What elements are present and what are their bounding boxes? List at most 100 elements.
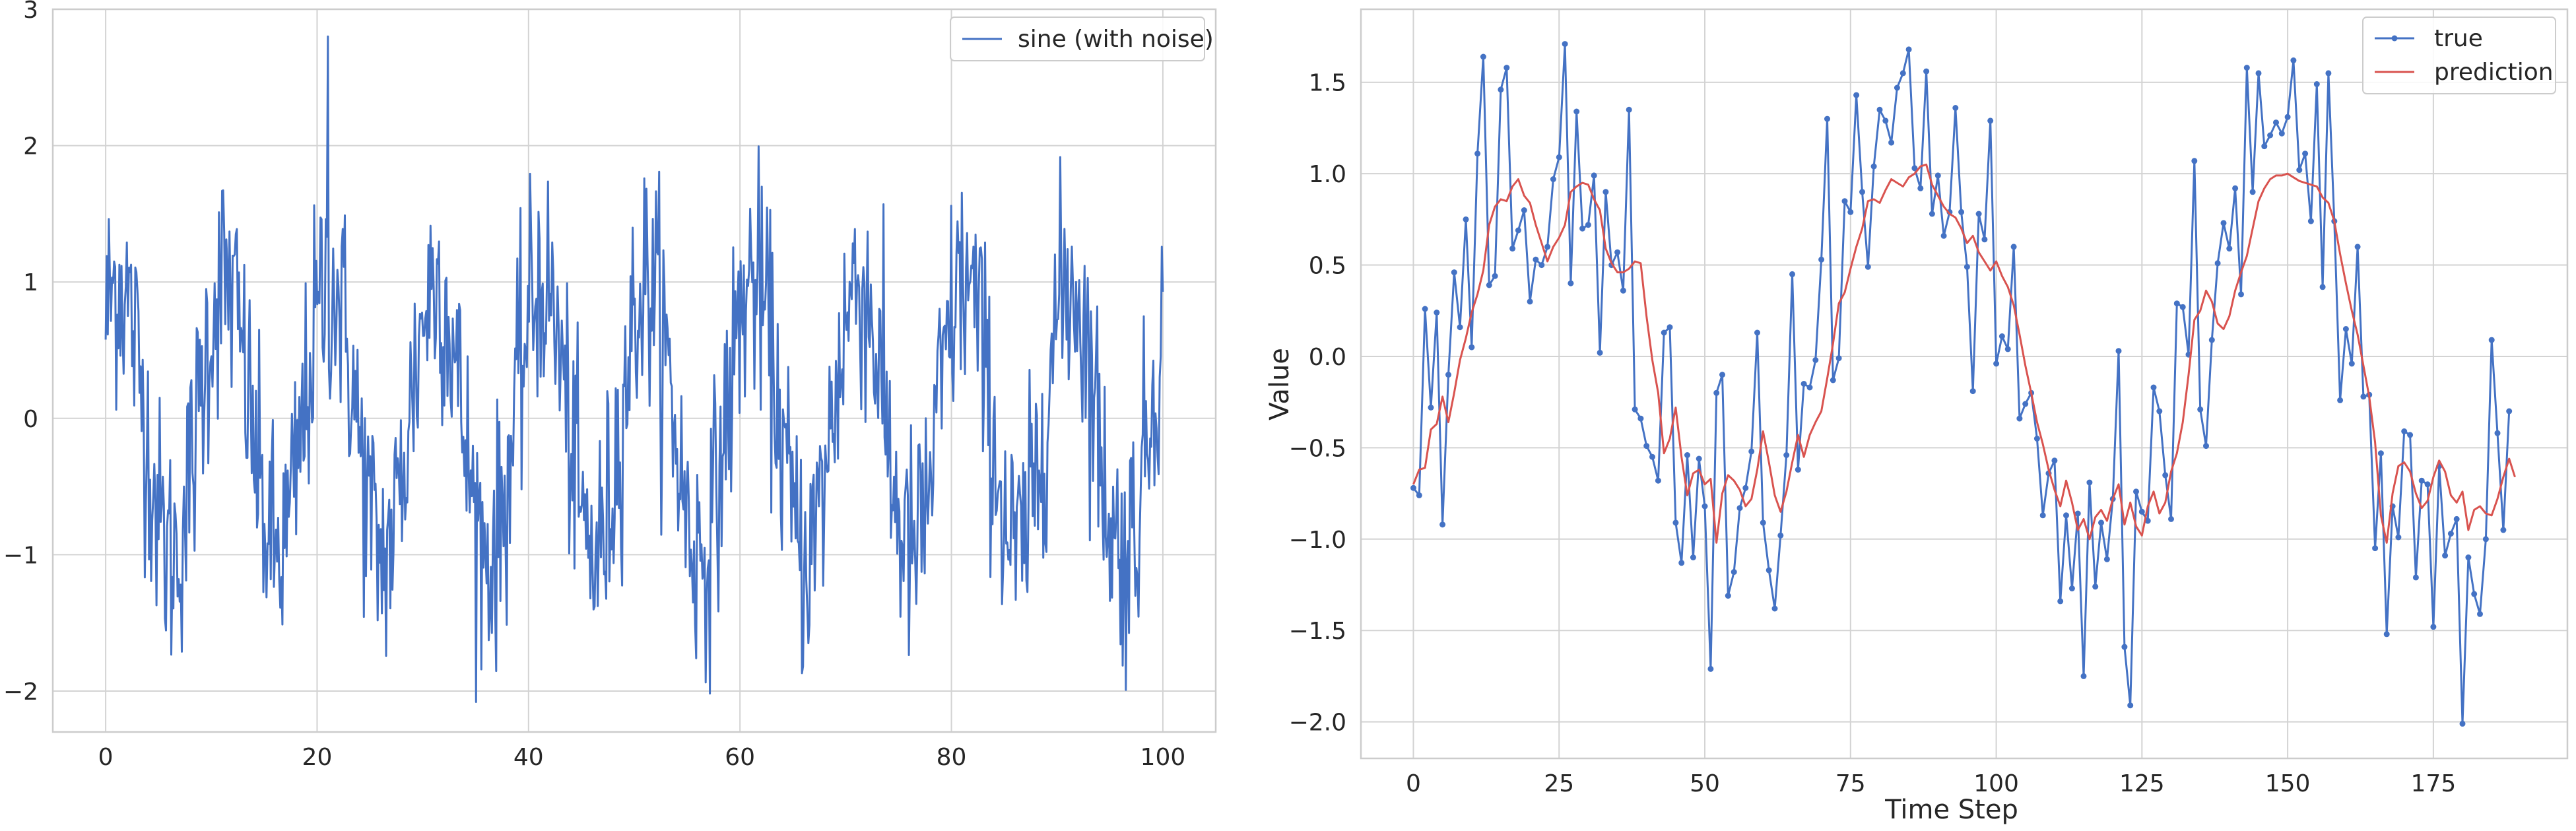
true-series-point bbox=[1649, 453, 1655, 460]
true-series-point bbox=[1713, 389, 1720, 396]
true-series-point bbox=[1428, 405, 1434, 411]
true-series-point bbox=[2471, 591, 2478, 597]
true-series-point bbox=[1556, 154, 1562, 160]
true-series-point bbox=[1486, 282, 1492, 288]
true-series-point bbox=[2494, 430, 2501, 436]
right-x-tick-label: 0 bbox=[1406, 770, 1421, 797]
left-plot-frame bbox=[51, 8, 1217, 733]
true-series-point bbox=[1748, 448, 1755, 455]
true-series-point bbox=[1882, 117, 1889, 124]
true-series-point bbox=[2348, 360, 2355, 367]
true-series-point bbox=[2290, 57, 2297, 63]
true-series-point bbox=[2267, 132, 2274, 139]
right-legend-box bbox=[2362, 17, 2556, 94]
left-y-tick-label: 1 bbox=[23, 269, 38, 296]
true-series-point bbox=[2383, 631, 2390, 638]
true-series-point bbox=[1672, 519, 1679, 526]
true-series-point bbox=[2313, 81, 2320, 87]
true-series-point bbox=[1917, 185, 1924, 191]
true-series-point bbox=[1416, 492, 1422, 498]
true-series-point bbox=[2016, 415, 2023, 422]
true-series-point bbox=[1987, 117, 1994, 124]
true-series-point bbox=[1667, 324, 1673, 331]
true-series-point bbox=[1410, 484, 1416, 491]
true-series-point bbox=[1923, 68, 1930, 75]
left-y-tick-label: 2 bbox=[23, 133, 38, 160]
true-series-point bbox=[2453, 515, 2460, 522]
true-series-point bbox=[1521, 207, 1527, 213]
true-series-point bbox=[2354, 244, 2361, 250]
true-series-point bbox=[1975, 211, 1982, 217]
true-series-point bbox=[1934, 172, 1941, 179]
true-series-point bbox=[2039, 512, 2046, 519]
true-series-point bbox=[2127, 702, 2134, 709]
true-series-point bbox=[2057, 598, 2064, 605]
left-x-tick-label: 0 bbox=[98, 744, 114, 771]
true-series-point bbox=[1981, 236, 1988, 243]
true-series-point bbox=[2273, 119, 2279, 126]
true-series-point bbox=[1865, 263, 1871, 270]
true-series-point bbox=[2051, 457, 2058, 464]
true-series-point bbox=[1562, 41, 1568, 48]
true-series-point bbox=[2243, 65, 2250, 71]
true-series-point bbox=[1783, 452, 1790, 458]
true-series-point bbox=[2255, 70, 2262, 77]
right-y-tick-label: 0.0 bbox=[1309, 344, 1346, 371]
true-series-point bbox=[2302, 150, 2309, 157]
true-series-point bbox=[1457, 324, 1463, 331]
true-series-point bbox=[2092, 583, 2099, 590]
true-series-point bbox=[1445, 372, 1451, 378]
true-series-point bbox=[2103, 556, 2110, 562]
true-series-point bbox=[1538, 262, 1545, 269]
true-series-point bbox=[2407, 432, 2414, 438]
true-series-point bbox=[1643, 443, 1650, 449]
left-legend-label: sine (with noise) bbox=[1018, 26, 1214, 53]
true-series-point bbox=[1544, 244, 1551, 250]
true-series-point bbox=[2442, 552, 2449, 559]
true-series-point bbox=[1620, 287, 1626, 294]
true-series-point bbox=[1911, 165, 1918, 172]
right-y-tick-label: −0.5 bbox=[1289, 435, 1346, 462]
true-series-point bbox=[2465, 554, 2472, 560]
true-series-point bbox=[1876, 106, 1883, 113]
left-x-tick-label: 40 bbox=[513, 744, 544, 771]
true-series-point bbox=[1824, 116, 1830, 122]
true-series-point bbox=[1731, 569, 1737, 576]
right-x-tick-label: 25 bbox=[1544, 770, 1574, 797]
true-series-point bbox=[1503, 65, 1510, 71]
true-series-point bbox=[2214, 260, 2221, 267]
true-series-point bbox=[2459, 720, 2466, 727]
left-y-tick-label: 3 bbox=[23, 0, 38, 24]
right-x-tick-label: 175 bbox=[2411, 770, 2457, 797]
true-series-point bbox=[1888, 139, 1895, 146]
true-series-point bbox=[1993, 360, 2000, 367]
left-legend: sine (with noise) bbox=[950, 17, 1214, 61]
right-tick-labels: 0 25 50 75 100 125 150 175 −2.0 −1.5 −1.0 −0.5 0.0 0.… bbox=[1289, 70, 2457, 797]
true-series-point bbox=[1480, 53, 1486, 60]
true-series-point bbox=[2360, 393, 2367, 400]
left-tick-labels: 0 20 40 60 80 100 −2 −1 0 1 2 3 bbox=[3, 0, 1185, 771]
true-series-point bbox=[2238, 291, 2244, 298]
true-series-point bbox=[1719, 372, 1725, 378]
true-series-point bbox=[2401, 428, 2408, 434]
left-series-line bbox=[104, 35, 1164, 703]
true-series-point bbox=[1661, 329, 1667, 336]
true-series-point bbox=[2208, 337, 2215, 343]
true-series-point bbox=[2197, 406, 2204, 413]
true-series-point bbox=[2133, 488, 2139, 495]
true-series-point bbox=[2307, 218, 2314, 224]
true-series-point bbox=[2424, 481, 2431, 488]
true-series-point bbox=[2121, 644, 2128, 650]
left-x-tick-label: 20 bbox=[302, 744, 333, 771]
true-series-point bbox=[1894, 84, 1900, 91]
true-series-point bbox=[1463, 216, 1469, 222]
true-series-point bbox=[1579, 225, 1586, 232]
true-series-point bbox=[1771, 605, 1778, 612]
true-series-point bbox=[2162, 472, 2169, 479]
true-series-point bbox=[1509, 246, 1516, 252]
true-series-point bbox=[1690, 554, 1696, 560]
true-series-point bbox=[1498, 86, 1504, 93]
true-series-point bbox=[1492, 273, 1498, 279]
true-series-point bbox=[2115, 348, 2122, 354]
right-x-tick-label: 75 bbox=[1835, 770, 1866, 797]
